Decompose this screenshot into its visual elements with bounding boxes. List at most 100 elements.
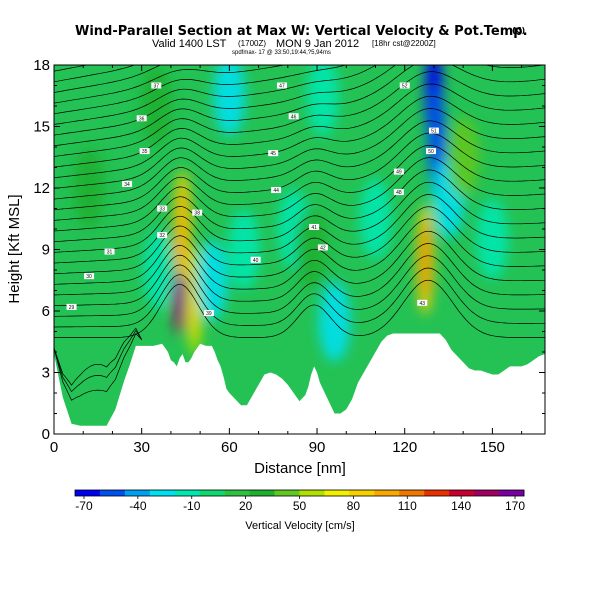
colorbar-swatch-17 xyxy=(499,490,525,496)
y-tick-label: 0 xyxy=(42,426,50,443)
w-feature-core-5 xyxy=(432,104,441,182)
theta-label-text: 40 xyxy=(253,258,259,264)
theta-label-text: 49 xyxy=(396,170,402,176)
colorbar-ticks: -70 -40 -10 20 50 80 110 140 170 xyxy=(75,496,525,513)
theta-label-bg xyxy=(428,127,439,134)
theta-label-text: 35 xyxy=(142,149,148,155)
theta-label-bg xyxy=(136,115,147,122)
theta-label-21: 50 xyxy=(426,148,437,155)
theta-label-16: 45 xyxy=(268,150,279,157)
theta-label-bg xyxy=(288,113,299,120)
theta-label-bg xyxy=(399,82,410,89)
colorbar-swatch-0 xyxy=(75,490,101,496)
w-feature-8 xyxy=(306,65,339,136)
theta-contour-loop-0 xyxy=(54,332,142,401)
theta-label-bg xyxy=(426,148,437,155)
theta-contour-line-1 xyxy=(54,267,545,328)
theta-label-22: 51 xyxy=(428,127,439,135)
w-feature-14 xyxy=(143,230,176,310)
theta-label-text: 29 xyxy=(69,305,75,311)
colorbar-swatch-2 xyxy=(124,490,151,496)
theta-label-13: 42 xyxy=(317,244,328,251)
colorbar-tick-label: 170 xyxy=(505,499,525,513)
theta-label-text: 46 xyxy=(291,114,297,120)
theta-label-text: 45 xyxy=(270,151,276,157)
theta-label-4: 33 xyxy=(157,205,168,213)
theta-contour-line-16 xyxy=(54,83,545,168)
chart-subtitle-source: spdfmax- 17 @ 33:50,19:44,?5,94ms xyxy=(232,50,331,56)
theta-contour-line-23 xyxy=(54,65,162,93)
theta-label-1: 30 xyxy=(84,273,95,280)
colorbar-swatch-1 xyxy=(99,490,126,496)
theta-contour-labels: 29 30 31 32 33 34 35 36 37 38 39 40 41 42 43 44 45 46 47 48… xyxy=(66,82,439,317)
colorbar-swatch-3 xyxy=(149,490,176,496)
colorbar-tick-label: -70 xyxy=(75,499,93,513)
theta-contour-line-8 xyxy=(54,181,545,253)
theta-label-17: 46 xyxy=(288,113,299,120)
theta-label-text: 33 xyxy=(159,207,165,213)
colorbar-swatch-13 xyxy=(399,490,425,496)
theta-label-8: 37 xyxy=(151,82,162,90)
theta-contour-loop-1 xyxy=(54,329,142,393)
theta-contour-line-22 xyxy=(54,65,287,104)
theta-label-15: 44 xyxy=(271,187,282,194)
w-feature-18 xyxy=(73,148,106,228)
w-feature-7 xyxy=(213,65,246,136)
colorbar-tick-label: 50 xyxy=(293,499,307,513)
theta-label-bg xyxy=(151,82,162,89)
chart-subtitle-run: [18hr cst@2200Z] xyxy=(372,39,436,48)
chart-title-mark: (C) xyxy=(512,26,525,35)
theta-label-text: 37 xyxy=(154,84,160,90)
theta-label-5: 34 xyxy=(122,180,133,188)
theta-contour-line-13 xyxy=(54,120,545,200)
theta-label-6: 35 xyxy=(139,148,150,155)
theta-label-text: 32 xyxy=(159,233,165,239)
theta-label-bg xyxy=(157,205,168,212)
theta-label-text: 51 xyxy=(431,129,437,135)
colorbar-tick-label: 140 xyxy=(451,499,471,513)
x-tick-label: 30 xyxy=(133,439,150,456)
theta-label-2: 31 xyxy=(104,248,115,256)
theta-contour-line-11 xyxy=(54,145,545,221)
x-tick-label: 120 xyxy=(392,439,417,456)
theta-label-19: 48 xyxy=(393,189,404,196)
theta-label-text: 43 xyxy=(419,301,425,307)
y-tick-label: 9 xyxy=(42,242,50,259)
theta-label-text: 47 xyxy=(279,84,285,90)
colorbar-swatch-6 xyxy=(224,490,251,496)
theta-label-bg xyxy=(66,303,77,310)
theta-label-text: 31 xyxy=(107,250,113,256)
theta-label-text: 38 xyxy=(194,211,200,217)
theta-label-18: 47 xyxy=(276,82,287,90)
theta-label-text: 48 xyxy=(396,190,402,196)
colorbar-tick-label: 110 xyxy=(398,499,417,513)
theta-label-text: 36 xyxy=(139,116,145,122)
colorbar-swatch-4 xyxy=(174,490,201,496)
theta-label-text: 34 xyxy=(124,182,130,188)
theta-label-bg xyxy=(157,232,168,239)
w-feature-15 xyxy=(318,281,351,362)
theta-contour-line-18 xyxy=(54,65,545,147)
x-tick-label: 90 xyxy=(309,439,326,456)
colorbar-swatch-8 xyxy=(274,490,300,496)
colorbar-swatch-7 xyxy=(249,490,275,496)
w-feature-core-3 xyxy=(421,221,430,299)
theta-contour-loop-2 xyxy=(54,327,143,386)
theta-contour-line-14 xyxy=(54,108,545,189)
y-tick-label: 12 xyxy=(33,180,50,197)
chart-subtitle: Valid 1400 LST xyxy=(152,38,227,50)
colorbar-tick-label: 20 xyxy=(239,499,253,513)
theta-label-bg xyxy=(122,180,133,187)
chart-title: Wind-Parallel Section at Max W: Vertical… xyxy=(75,24,528,39)
theta-label-bg xyxy=(393,189,404,196)
theta-label-text: 52 xyxy=(402,84,408,90)
colorbar-tick-label: -10 xyxy=(183,499,201,513)
theta-label-7: 36 xyxy=(136,115,147,122)
colorbar xyxy=(74,489,525,497)
w-feature-11 xyxy=(359,178,392,259)
theta-label-12: 41 xyxy=(309,223,320,231)
theta-contour-line-2 xyxy=(54,255,545,317)
y-tick-label: 15 xyxy=(33,119,50,136)
